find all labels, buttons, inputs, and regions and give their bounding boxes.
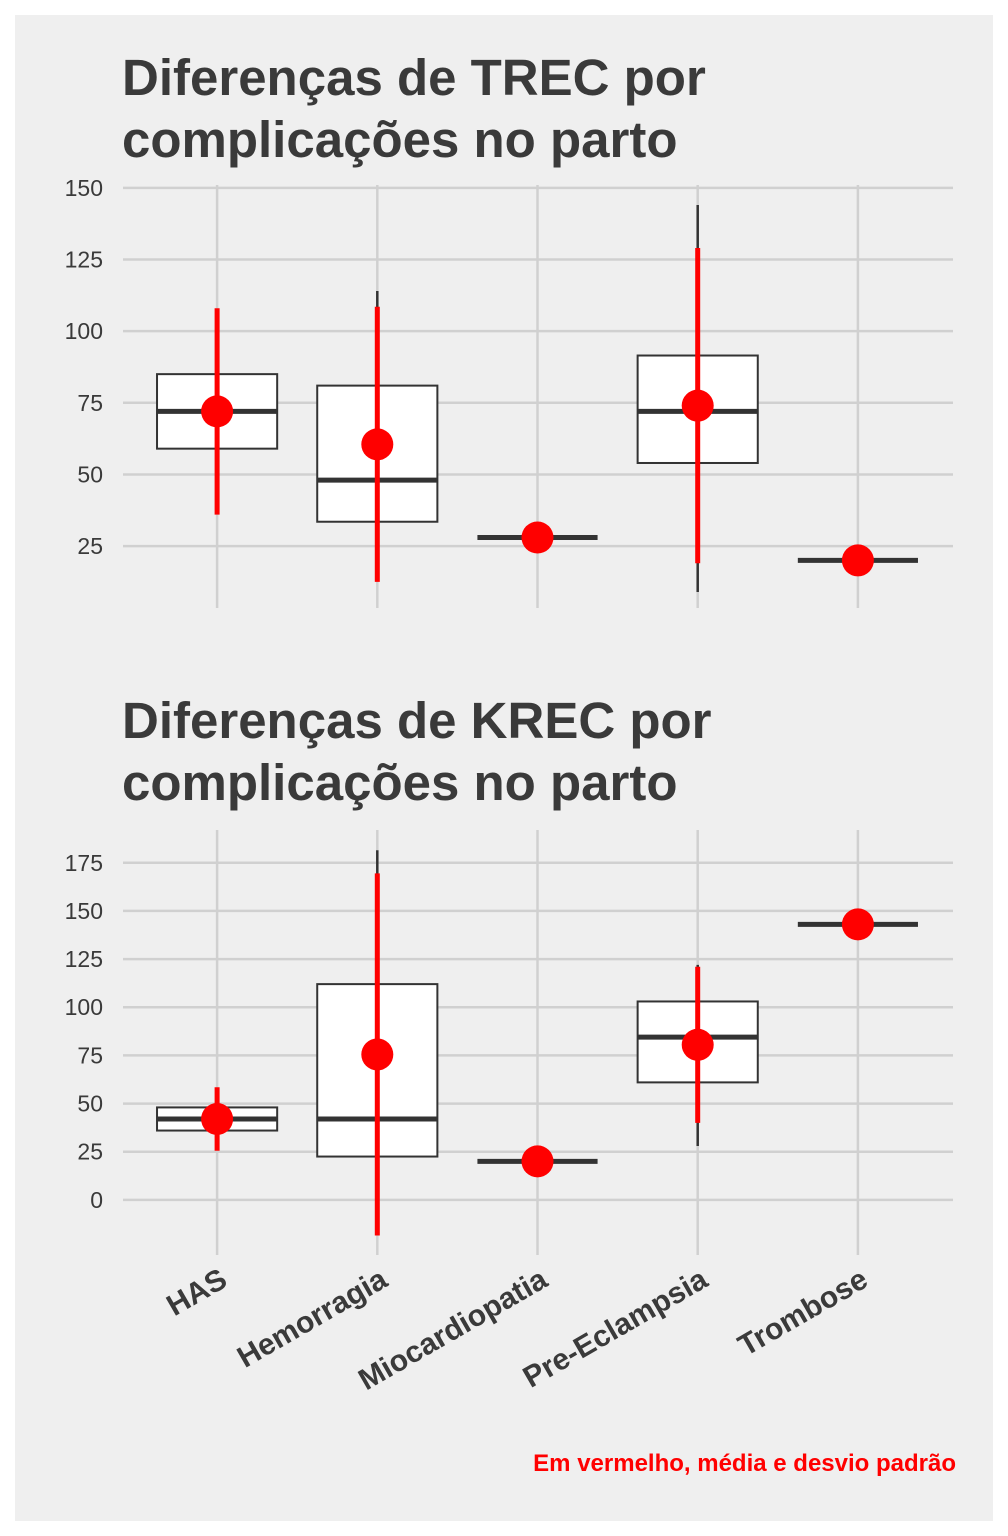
y-tick-label: 0 bbox=[90, 1187, 103, 1213]
mean-point bbox=[361, 1038, 394, 1071]
mean-point bbox=[841, 544, 874, 577]
y-tick-label: 75 bbox=[77, 390, 103, 416]
y-tick-label: 100 bbox=[65, 318, 103, 344]
chart-title: Diferenças de KREC por complicações no p… bbox=[122, 692, 712, 811]
y-tick-label: 25 bbox=[77, 1139, 103, 1165]
annotation: Em vermelho, média e desvio padrão bbox=[533, 1450, 956, 1477]
y-tick-label: 150 bbox=[65, 175, 103, 201]
x-tick-label: Trombose bbox=[733, 1262, 874, 1362]
x-tick-label: HAS bbox=[161, 1262, 232, 1322]
y-tick-label: 75 bbox=[77, 1042, 103, 1068]
mean-point bbox=[681, 389, 714, 422]
mean-point bbox=[681, 1028, 714, 1061]
chart-title: Diferenças de TREC por complicações no p… bbox=[122, 49, 706, 168]
x-tick-label: Hemorragia bbox=[232, 1262, 393, 1374]
mean-point bbox=[361, 428, 394, 461]
mean-point bbox=[201, 1102, 234, 1135]
mean-point bbox=[521, 521, 554, 554]
y-tick-label: 25 bbox=[77, 533, 103, 559]
y-tick-label: 150 bbox=[65, 898, 103, 924]
y-tick-label: 50 bbox=[77, 1091, 103, 1117]
background bbox=[15, 15, 993, 1521]
mean-point bbox=[841, 908, 874, 941]
mean-point bbox=[201, 395, 234, 428]
y-tick-label: 125 bbox=[65, 946, 103, 972]
mean-point bbox=[521, 1145, 554, 1178]
y-tick-label: 125 bbox=[65, 247, 103, 273]
y-tick-label: 175 bbox=[65, 850, 103, 876]
y-tick-label: 50 bbox=[77, 461, 103, 487]
y-tick-label: 100 bbox=[65, 994, 103, 1020]
